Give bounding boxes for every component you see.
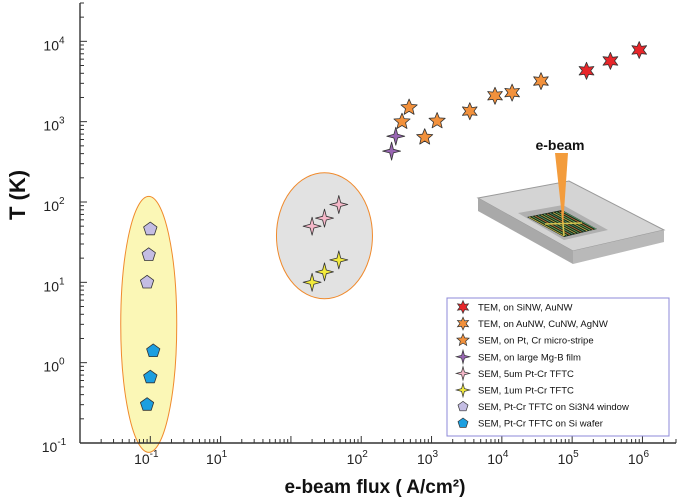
inset-wire (531, 216, 568, 236)
x-axis-title: e-beam flux ( A/cm²) (285, 477, 466, 498)
legend-marker (456, 316, 470, 331)
data-point (382, 141, 402, 161)
data-point (487, 86, 503, 105)
legend-entry: SEM, on Pt, Cr micro-stripe (478, 336, 594, 347)
data-point (143, 369, 158, 384)
y-tick-label: 103 (43, 116, 65, 134)
inset-thermocouple-lines (528, 210, 597, 237)
inset-substrate-side-right (573, 230, 664, 264)
inset-substrate-side-left (478, 198, 573, 264)
highlight-region (120, 195, 178, 453)
legend-entry: SEM, Pt-Cr TFTC on Si wafer (478, 419, 603, 430)
x-tick-label: 105 (558, 449, 580, 467)
legend-marker (454, 381, 472, 399)
legend-marker (454, 365, 472, 382)
y-tick-label: 104 (43, 35, 65, 53)
data-point (139, 274, 155, 289)
y-tick-labels: 10-1 100 101 102 103 104 (42, 35, 67, 455)
data-point (329, 250, 349, 270)
data-point (329, 195, 349, 214)
inset-wire (558, 211, 594, 230)
y-axis-title: T (K) (5, 170, 30, 220)
highlight-region (275, 172, 373, 300)
highlight-regions (120, 172, 373, 453)
inset-wire (537, 215, 573, 235)
x-tick-label: 104 (487, 449, 509, 467)
legend-marker (457, 417, 469, 428)
legend-box (446, 297, 670, 437)
y-tick-label: 101 (43, 276, 65, 294)
data-point (386, 126, 406, 146)
legend-entry: SEM, Pt-Cr TFTC on Si3N4 window (478, 402, 629, 413)
data-point (302, 272, 322, 292)
legend-entry: SEM, 1um Pt-Cr TFTC (478, 386, 574, 397)
inset-wire (561, 210, 597, 230)
data-point (504, 83, 520, 102)
x-tick-label: 103 (417, 449, 439, 467)
data-point (631, 41, 647, 59)
inset-wire (549, 212, 585, 232)
data-point (139, 397, 155, 411)
data-point (143, 221, 158, 236)
x-tick-label: 106 (628, 449, 650, 467)
inset-wire (528, 216, 565, 237)
electron-beam-icon (555, 153, 568, 226)
x-tick-label: 101 (206, 449, 228, 467)
data-point (141, 247, 156, 261)
y-tick-label: 102 (43, 196, 65, 214)
data-point (533, 72, 549, 90)
legend-entry: SEM, 5um Pt-Cr TFTC (478, 369, 574, 380)
inset-device-illustration: e-beam (476, 137, 666, 264)
legend-marker (456, 332, 470, 347)
y-tick-label: 100 (43, 357, 65, 375)
data-point (461, 102, 478, 121)
data-point (315, 208, 334, 228)
legend-entry: TEM, on AuNW, CuNW, AgNW (478, 319, 608, 330)
data-point (578, 61, 595, 80)
data-point (146, 343, 161, 358)
data-point (428, 112, 446, 129)
data-point (315, 262, 334, 282)
legend-entry: TEM, on SiNW, AuNW (478, 303, 573, 314)
inset-wire (552, 212, 588, 232)
legend-marker (456, 299, 470, 315)
y-tick-label: 10-1 (42, 437, 67, 455)
data-point (602, 52, 619, 70)
legend-marker (454, 348, 472, 365)
x-tick-label: 10-1 (134, 449, 159, 467)
data-points (139, 41, 647, 411)
legend-entry: SEM, on large Mg-B film (478, 352, 581, 363)
axes (79, 2, 677, 444)
inset-label: e-beam (535, 137, 584, 153)
data-point (416, 128, 434, 145)
data-point (400, 98, 418, 115)
legend: TEM, on SiNW, AuNW TEM, on AuNW, CuNW, Ag… (446, 297, 670, 437)
data-point (302, 216, 322, 236)
x-tick-label: 102 (347, 449, 369, 467)
data-point (393, 112, 411, 129)
legend-marker (457, 400, 469, 412)
x-tick-labels: 10-1 101 102 103 104 105 106 (134, 449, 649, 467)
